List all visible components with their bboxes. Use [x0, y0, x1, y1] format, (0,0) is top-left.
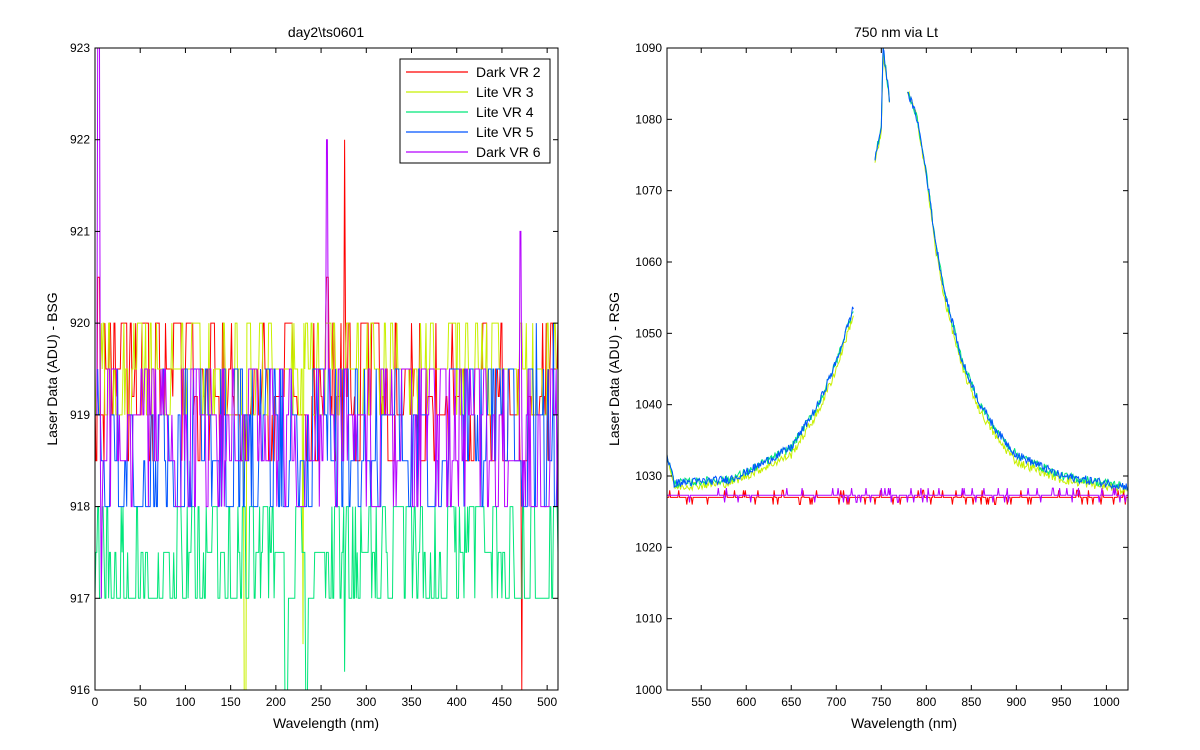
left-series-group	[95, 48, 558, 690]
left-y-axis-ticks: 916 917 918 919 920 921 922 923	[70, 41, 558, 697]
right-y-tick-label: 1050	[635, 326, 662, 340]
right-x-tick-label: 900	[1006, 695, 1026, 709]
left-x-tick-label: 250	[311, 695, 331, 709]
left-y-tick-label: 920	[70, 316, 90, 330]
left-x-tick-label: 400	[447, 695, 467, 709]
legend-label: Lite VR 4	[476, 104, 534, 120]
left-series-line-5	[95, 48, 558, 599]
left-y-tick-label: 917	[70, 591, 90, 605]
right-y-axis-label: Laser Data (ADU) - RSG	[606, 292, 622, 446]
right-y-tick-label: 1000	[635, 683, 662, 697]
legend-label: Lite VR 5	[476, 124, 534, 140]
right-y-tick-label: 1030	[635, 469, 662, 483]
right-plot-area	[666, 47, 1129, 691]
left-y-tick-label: 918	[70, 500, 90, 514]
right-y-tick-label: 1070	[635, 184, 662, 198]
right-x-tick-label: 550	[691, 695, 711, 709]
right-x-tick-label: 650	[781, 695, 801, 709]
right-x-tick-label: 800	[916, 695, 936, 709]
right-series-line-4	[667, 48, 1128, 491]
left-y-tick-label: 922	[70, 133, 90, 147]
right-chart: 750 nm via Lt 550 600 650 700 750 800 850 900 95…	[606, 24, 1129, 731]
left-x-tick-label: 500	[537, 695, 557, 709]
left-y-axis-label: Laser Data (ADU) - BSG	[44, 292, 60, 445]
right-y-tick-label: 1010	[635, 612, 662, 626]
legend-box	[399, 58, 551, 164]
right-series-line-5	[667, 487, 1128, 503]
right-plot-frame	[666, 47, 1129, 691]
left-series-line-3	[95, 506, 558, 690]
right-chart-title: 750 nm via Lt	[854, 24, 938, 40]
right-x-tick-label: 700	[826, 695, 846, 709]
left-series-line-4	[95, 323, 558, 508]
left-x-tick-label: 150	[221, 695, 241, 709]
left-x-tick-label: 450	[492, 695, 512, 709]
right-x-axis-ticks: 550 600 650 700 750 800 850 900 950 1000	[691, 48, 1120, 709]
right-x-tick-label: 1000	[1093, 695, 1120, 709]
legend-label: Dark VR 2	[476, 64, 541, 80]
left-x-tick-label: 350	[401, 695, 421, 709]
legend-label: Dark VR 6	[476, 144, 541, 160]
left-x-tick-label: 200	[266, 695, 286, 709]
left-y-tick-label: 916	[70, 683, 90, 697]
legend: Dark VR 2 Lite VR 3 Lite VR 4 Lite VR 5 Dark…	[399, 58, 551, 164]
right-y-tick-label: 1090	[635, 41, 662, 55]
right-series-group	[667, 48, 1128, 505]
right-y-tick-label: 1020	[635, 540, 662, 554]
left-x-tick-label: 0	[92, 695, 99, 709]
right-y-tick-label: 1040	[635, 398, 662, 412]
right-series-line-1	[667, 489, 1128, 505]
left-y-tick-label: 923	[70, 41, 90, 55]
left-chart-title: day2\ts0601	[288, 24, 364, 40]
right-y-tick-label: 1060	[635, 255, 662, 269]
left-chart: day2\ts0601 0 50 100 150 200 250 300 350 400 450 5…	[44, 24, 559, 731]
right-x-tick-label: 850	[961, 695, 981, 709]
legend-items: Dark VR 2 Lite VR 3 Lite VR 4 Lite VR 5 Dark…	[406, 64, 541, 160]
left-x-axis-label: Wavelength (nm)	[273, 715, 379, 731]
left-plot-frame	[94, 47, 559, 691]
right-plot-background	[667, 48, 1128, 690]
left-x-tick-label: 300	[356, 695, 376, 709]
right-y-axis-ticks: 1000 1010 1020 1030 1040 1050 1060 1070 1080 1090	[635, 41, 1128, 697]
left-x-tick-label: 100	[175, 695, 195, 709]
right-x-axis-label: Wavelength (nm)	[851, 715, 957, 731]
left-x-tick-label: 50	[134, 695, 148, 709]
right-y-tick-label: 1080	[635, 112, 662, 126]
left-y-tick-label: 921	[70, 224, 90, 238]
left-y-tick-label: 919	[70, 408, 90, 422]
right-x-tick-label: 600	[736, 695, 756, 709]
right-x-tick-label: 950	[1051, 695, 1071, 709]
right-x-tick-label: 750	[871, 695, 891, 709]
left-x-axis-ticks: 0 50 100 150 200 250 300 350 400 450 500	[92, 48, 557, 709]
legend-label: Lite VR 3	[476, 84, 534, 100]
